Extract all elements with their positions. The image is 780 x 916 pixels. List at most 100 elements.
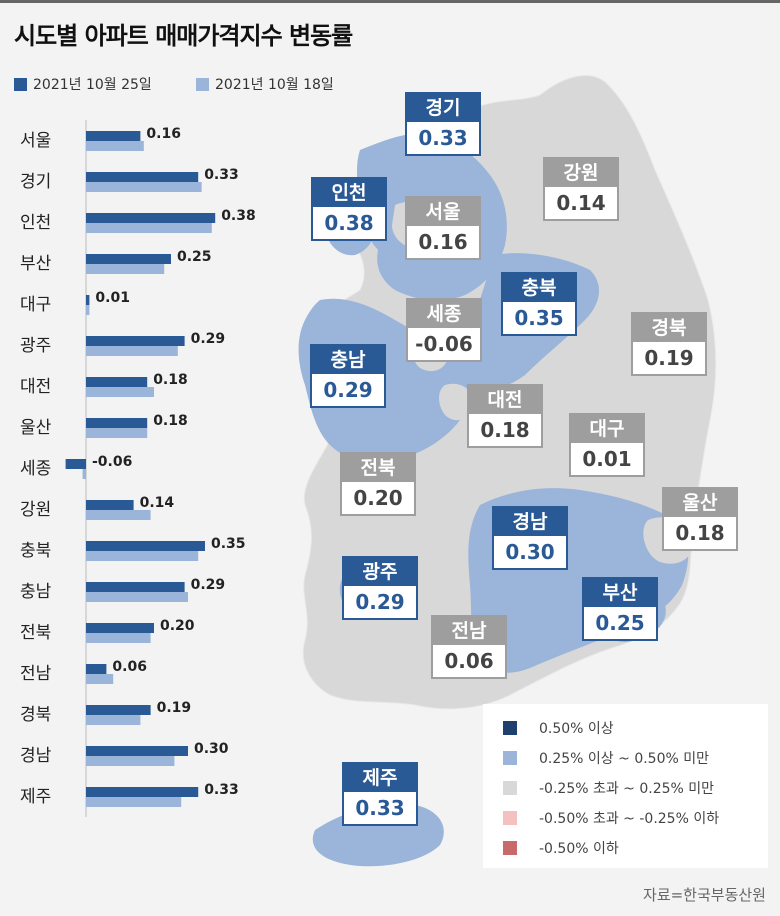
region-value: 0.38: [324, 211, 374, 235]
data-label: 0.19: [157, 700, 192, 716]
bar-current: [86, 254, 171, 264]
legend-swatch: [503, 721, 517, 735]
region-value: 0.01: [582, 447, 632, 471]
map-label-seoul: 서울 0.16: [405, 196, 481, 260]
legend-label: 0.50% 이상: [539, 721, 614, 737]
region-value: 0.33: [355, 796, 405, 820]
bar-previous: [86, 633, 151, 643]
region-name: 충북: [503, 274, 575, 302]
region-value: 0.06: [444, 649, 494, 673]
bar-previous: [86, 346, 178, 356]
data-label: 0.38: [221, 208, 256, 224]
legend-label: -0.50% 초과 ~ -0.25% 이하: [539, 811, 720, 827]
map-label-chungbuk: 충북 0.35: [501, 272, 577, 336]
legend-swatch-dark: [14, 77, 27, 91]
bar-current: [86, 787, 199, 797]
region-value: 0.29: [355, 590, 405, 614]
region-value: 0.33: [418, 126, 468, 150]
bar-current: [65, 459, 86, 469]
data-label: 0.30: [194, 741, 229, 757]
bar-previous: [86, 715, 141, 725]
map-label-gyeonggi: 경기 0.33: [405, 92, 481, 156]
region-value: 0.14: [556, 191, 606, 215]
legend-swatch: [503, 841, 517, 855]
map-label-jeju: 제주 0.33: [342, 762, 418, 826]
region-value: -0.06: [415, 332, 473, 356]
map-legend-item: -0.50% 초과 ~ -0.25% 이하: [503, 808, 719, 828]
map-label-busan: 부산 0.25: [582, 577, 658, 641]
map-label-incheon: 인천 0.38: [311, 177, 387, 241]
data-label: 0.16: [146, 126, 181, 142]
bar-previous: [86, 756, 175, 766]
bar-previous: [86, 223, 212, 233]
category-label: 서울: [20, 131, 51, 151]
legend-series-1: 2021년 10월 25일: [14, 74, 152, 94]
bar-previous: [82, 469, 86, 479]
legend-swatch-light: [196, 77, 209, 91]
region-name: 충남: [312, 346, 384, 374]
legend-label: -0.25% 초과 ~ 0.25% 미만: [539, 781, 715, 797]
chart-title: 시도별 아파트 매매가격지수 변동률: [14, 22, 353, 50]
map-legend-item: 0.25% 이상 ~ 0.50% 미만: [503, 748, 709, 768]
region-name: 울산: [664, 489, 736, 517]
category-label: 대전: [20, 377, 51, 397]
data-label: 0.06: [112, 659, 147, 675]
region-name: 대구: [571, 415, 643, 443]
bar-current: [86, 541, 205, 551]
region-value: 0.25: [595, 611, 645, 635]
region-name: 경기: [407, 94, 479, 122]
data-label: 0.29: [191, 331, 226, 347]
map-label-gangwon: 강원 0.14: [543, 157, 619, 221]
region-name: 인천: [313, 179, 385, 207]
bar-current: [86, 377, 148, 387]
category-label: 광주: [20, 336, 51, 356]
category-label: 제주: [20, 787, 51, 807]
map-label-sejong: 세종 -0.06: [406, 298, 482, 362]
bar-previous: [86, 182, 202, 192]
category-label: 세종: [20, 459, 51, 479]
bar-chart: 서울 0.16 경기 0.33 인천 0.38 부산 0.25 대구 0.01 광주 0.29 대전 0.…: [20, 120, 256, 817]
category-label: 충북: [20, 541, 51, 561]
map-label-jeonnam: 전남 0.06: [431, 615, 507, 679]
data-label: 0.33: [204, 782, 239, 798]
bar-current: [86, 582, 185, 592]
bar-previous: [86, 428, 148, 438]
region-name: 광주: [344, 558, 416, 586]
bar-current: [86, 746, 188, 756]
map-region-daejeon: [439, 383, 475, 421]
map-legend-item: 0.50% 이상: [503, 718, 614, 738]
data-label: 0.01: [95, 290, 130, 306]
data-label: 0.25: [177, 249, 212, 265]
category-label: 경남: [20, 746, 52, 766]
data-label: 0.18: [153, 413, 188, 429]
bar-previous: [86, 510, 151, 520]
bar-current: [86, 705, 151, 715]
region-name: 경남: [494, 508, 566, 536]
bar-current: [86, 623, 154, 633]
region-value: 0.18: [480, 418, 530, 442]
data-label: 0.14: [140, 495, 175, 511]
bar-current: [86, 418, 148, 428]
category-label: 강원: [20, 500, 51, 520]
map-label-jeonbuk: 전북 0.20: [340, 452, 416, 516]
legend-swatch: [503, 811, 517, 825]
region-value: 0.30: [505, 540, 555, 564]
bar-previous: [86, 264, 165, 274]
map-label-daegu: 대구 0.01: [569, 413, 645, 477]
bar-previous: [86, 305, 90, 315]
region-name: 전북: [342, 454, 414, 482]
bar-current: [86, 172, 199, 182]
region-value: 0.29: [323, 378, 373, 402]
region-name: 부산: [584, 579, 656, 607]
map-label-gyeongbuk: 경북 0.19: [631, 312, 707, 376]
legend-label: 2021년 10월 18일: [215, 77, 334, 93]
category-label: 전남: [20, 664, 52, 684]
data-label: -0.06: [92, 454, 132, 470]
bar-previous: [86, 387, 154, 397]
bar-current: [86, 213, 216, 223]
region-name: 전남: [433, 617, 505, 645]
region-value: 0.16: [418, 230, 468, 254]
bar-previous: [86, 797, 182, 807]
region-value: 0.35: [514, 306, 564, 330]
data-label: 0.35: [211, 536, 246, 552]
